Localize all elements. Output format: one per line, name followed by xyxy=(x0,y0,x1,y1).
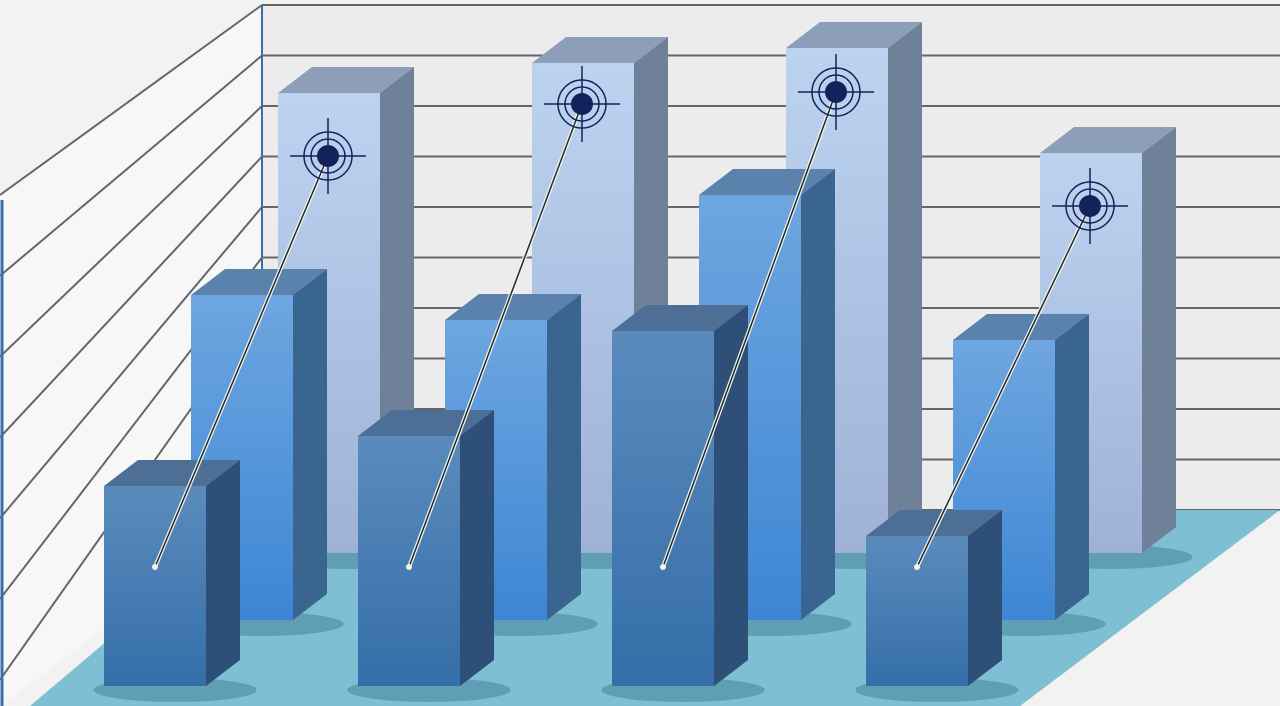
pointer-end xyxy=(914,564,920,570)
target-markers xyxy=(152,54,1128,570)
pointer-line xyxy=(154,155,329,568)
bar-side-face xyxy=(547,294,581,620)
gridline-left xyxy=(0,155,263,439)
bar-side-face xyxy=(888,22,922,553)
bar-side-face xyxy=(293,269,327,620)
bar-side-face xyxy=(968,510,1002,686)
bar-front-face xyxy=(866,536,968,686)
bar-top-face xyxy=(612,305,748,331)
bar-side-face xyxy=(206,460,240,686)
bar-side-face xyxy=(1055,314,1089,620)
gridline-left xyxy=(0,4,263,196)
bar xyxy=(601,305,765,702)
gridline-left xyxy=(0,206,263,519)
bar-side-face xyxy=(460,410,494,686)
bar xyxy=(855,510,1019,702)
pointer-line xyxy=(916,205,1091,568)
bar xyxy=(1029,127,1193,569)
bar-front-face xyxy=(104,486,206,686)
bar xyxy=(347,410,511,702)
bar-side-face xyxy=(801,169,835,620)
bar xyxy=(180,269,344,636)
bars-group xyxy=(93,22,1193,702)
bar-top-face xyxy=(191,269,327,295)
bar-front-face xyxy=(612,331,714,686)
bar-top-face xyxy=(278,67,414,93)
bar-side-face xyxy=(714,305,748,686)
bar-side-face xyxy=(1142,127,1176,553)
pointer-end xyxy=(406,564,412,570)
bar-top-face xyxy=(1040,127,1176,153)
pointer-line xyxy=(408,103,583,568)
bar-top-face xyxy=(866,510,1002,536)
gridline-left xyxy=(0,105,263,358)
pointer-end xyxy=(660,564,666,570)
bar-top-face xyxy=(953,314,1089,340)
gridline-left xyxy=(0,54,263,277)
pointer-line xyxy=(662,91,837,568)
bar xyxy=(93,460,257,702)
bar-top-face xyxy=(445,294,581,320)
bar-top-face xyxy=(532,37,668,63)
bar-top-face xyxy=(104,460,240,486)
pointer-end xyxy=(152,564,158,570)
bar-top-face xyxy=(786,22,922,48)
